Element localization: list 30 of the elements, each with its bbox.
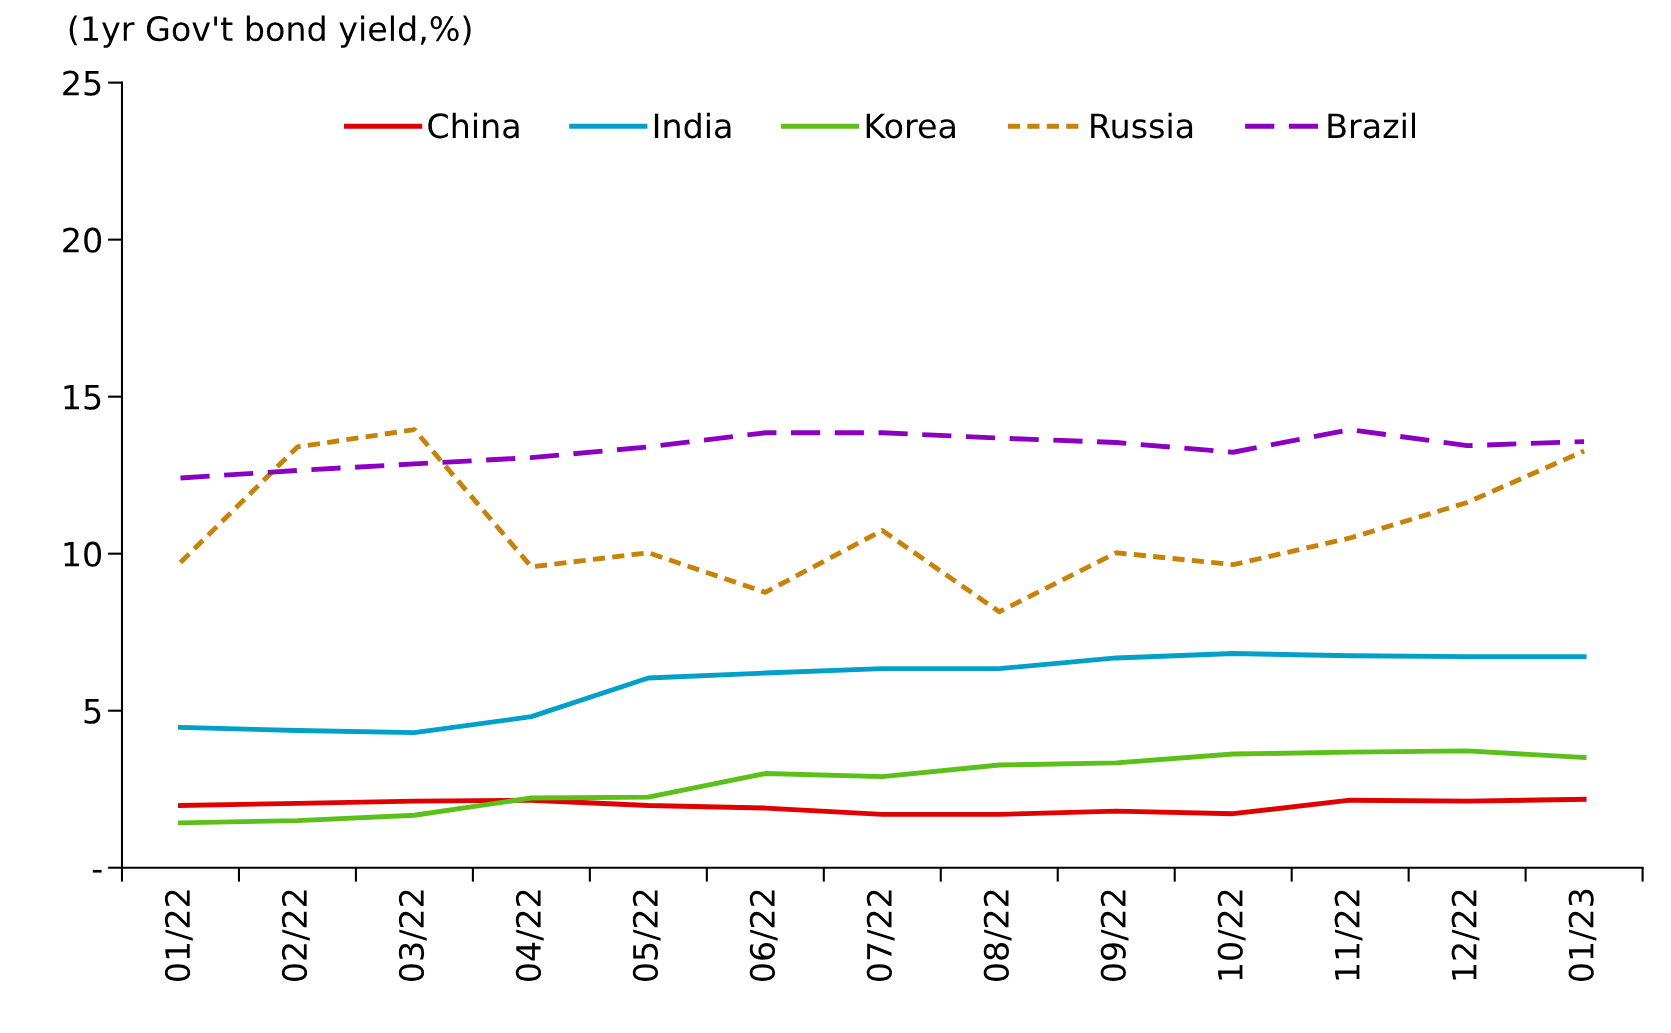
y-tick-label: - — [92, 869, 102, 873]
line-series — [178, 748, 1587, 826]
legend-label: India — [654, 112, 731, 139]
y-tick-label: 5 — [84, 699, 101, 724]
x-tick-label: 09/22 — [1100, 890, 1129, 982]
x-tick-label: 05/22 — [632, 890, 661, 982]
x-tick-label: 07/22 — [866, 890, 895, 982]
x-tick-label: 06/22 — [749, 890, 778, 982]
x-tick-label: 02/22 — [281, 890, 310, 982]
y-tick-label: 10 — [64, 541, 102, 567]
legend-label: Brazil — [1328, 112, 1416, 139]
x-tick-label: 01/22 — [164, 890, 193, 982]
line-series — [178, 427, 1587, 615]
x-tick-label: 10/22 — [1217, 890, 1246, 980]
x-tick-label: 01/23 — [1568, 889, 1597, 982]
line-series — [178, 427, 1587, 481]
x-tick-label: 04/22 — [515, 890, 544, 982]
y-tick-label: 20 — [63, 227, 102, 253]
line-series — [178, 651, 1587, 736]
line-series — [178, 796, 1587, 817]
y-tick-label: 15 — [64, 385, 101, 410]
y-axis-title: (1yr Gov't bond yield,%) — [69, 15, 471, 48]
x-tick-label: 11/22 — [1334, 890, 1363, 980]
x-tick-label: 03/22 — [398, 890, 427, 982]
x-tick-label: 12/22 — [1451, 890, 1480, 980]
y-tick-label: 25 — [63, 70, 101, 96]
x-tick-label: 08/22 — [983, 890, 1012, 982]
legend-label: China — [428, 112, 519, 139]
legend-label: Korea — [866, 113, 955, 139]
legend-label: Russia — [1091, 112, 1193, 139]
